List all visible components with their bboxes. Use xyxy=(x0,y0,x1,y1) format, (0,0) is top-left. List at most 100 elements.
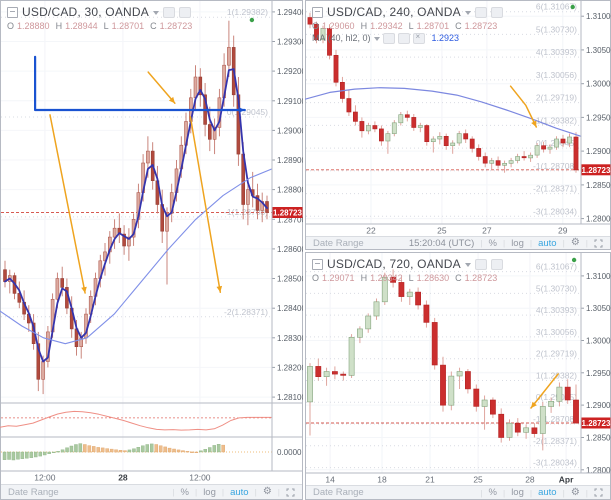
svg-text:-1(1.28708): -1(1.28708) xyxy=(533,414,577,424)
svg-text:1.29400: 1.29400 xyxy=(277,8,303,17)
chart-header-30m: USD/CAD, 30, OANDA O 1.28880 H 1.28944 L… xyxy=(7,4,195,32)
settings-icon[interactable] xyxy=(397,32,410,44)
svg-text:4(1.30393): 4(1.30393) xyxy=(536,47,577,57)
log-scale-button[interactable]: log xyxy=(203,486,216,498)
symbol-title[interactable]: USD/CAD, 240, OANDA xyxy=(327,5,461,19)
chart-canvas-720m[interactable]: 1.31000 1.30500 1.30000 1.29500 1.29000 1.285… xyxy=(305,252,611,500)
dropdown-caret-icon[interactable] xyxy=(464,11,471,15)
svg-text:-2(1.28371): -2(1.28371) xyxy=(533,184,577,194)
high-label: H xyxy=(360,273,368,283)
low-label: L xyxy=(408,21,414,31)
collapse-icon[interactable] xyxy=(312,258,323,270)
svg-text:1.28723: 1.28723 xyxy=(582,419,611,428)
svg-text:-2(1.28371): -2(1.28371) xyxy=(224,307,268,317)
eye-icon[interactable] xyxy=(474,6,487,18)
svg-text:18: 18 xyxy=(377,475,387,485)
svg-text:25: 25 xyxy=(437,226,447,236)
chart-canvas-240m[interactable]: 1.31000 1.30500 1.30000 1.29500 1.29000 1.285… xyxy=(305,0,611,250)
dropdown-caret-icon[interactable] xyxy=(152,11,159,15)
toolbar-separator: | xyxy=(585,487,588,498)
eye-icon[interactable] xyxy=(382,32,395,44)
svg-text:0(1.29045): 0(1.29045) xyxy=(227,107,268,117)
chart-toolbar-720m: Date Range | % | log | auto | ⚙ | xyxy=(306,485,610,499)
percent-scale-button[interactable]: % xyxy=(488,237,497,249)
fullscreen-icon[interactable] xyxy=(286,488,295,497)
eye-icon[interactable] xyxy=(162,6,175,18)
dropdown-caret-icon[interactable] xyxy=(373,37,380,41)
svg-text:2(1.29719): 2(1.29719) xyxy=(536,349,577,359)
open-value: 1.29071 xyxy=(322,273,355,283)
date-range-button[interactable]: Date Range xyxy=(313,487,364,498)
close-label: C xyxy=(150,21,157,31)
svg-text:1.28723: 1.28723 xyxy=(582,166,611,175)
high-value: 1.29342 xyxy=(370,273,403,283)
gear-icon[interactable]: ⚙ xyxy=(262,486,272,497)
date-range-button[interactable]: Date Range xyxy=(313,237,364,249)
svg-text:1.29500: 1.29500 xyxy=(586,369,611,378)
gear-icon[interactable]: ⚙ xyxy=(570,486,580,498)
toolbar-separator: | xyxy=(585,238,588,248)
settings-icon[interactable] xyxy=(178,6,191,18)
chart-header-720m: USD/CAD, 720, OANDA O 1.29071 H 1.29342 … xyxy=(312,256,503,284)
svg-text:1.28300: 1.28300 xyxy=(277,334,303,343)
svg-text:1.29000: 1.29000 xyxy=(586,147,611,156)
gear-icon[interactable]: ⚙ xyxy=(570,237,580,248)
collapse-icon[interactable] xyxy=(312,6,323,18)
close-value: 1.28723 xyxy=(464,273,498,283)
auto-scale-button[interactable]: auto xyxy=(538,487,557,498)
log-scale-button[interactable]: log xyxy=(511,487,524,498)
svg-text:3(1.30056): 3(1.30056) xyxy=(536,70,577,80)
close-icon[interactable] xyxy=(412,32,425,44)
svg-text:5(1.30730): 5(1.30730) xyxy=(536,24,577,34)
toolbar-separator: | xyxy=(562,487,565,498)
toolbar-separator: | xyxy=(562,238,565,248)
indicator-row: MA (40, hl2, 0) 1.2923 xyxy=(312,32,503,44)
svg-text:1.28600: 1.28600 xyxy=(277,245,303,254)
settings-icon[interactable] xyxy=(490,6,503,18)
auto-scale-button[interactable]: auto xyxy=(230,486,249,498)
collapse-icon[interactable] xyxy=(7,6,18,18)
eye-icon[interactable] xyxy=(474,258,487,270)
chart-panel-720m: 1.31000 1.30500 1.30000 1.29500 1.29000 1.285… xyxy=(305,252,611,500)
svg-text:25: 25 xyxy=(473,475,483,485)
auto-scale-button[interactable]: auto xyxy=(538,237,557,249)
date-range-button[interactable]: Date Range xyxy=(8,486,59,498)
svg-text:1.28500: 1.28500 xyxy=(586,433,611,442)
svg-text:-3(1.28034): -3(1.28034) xyxy=(533,458,577,468)
svg-text:1.28900: 1.28900 xyxy=(277,156,303,165)
toolbar-separator: | xyxy=(529,487,533,498)
low-value: 1.28630 xyxy=(416,273,450,283)
svg-text:29: 29 xyxy=(558,226,568,236)
svg-text:1.29100: 1.29100 xyxy=(277,97,303,106)
high-label: H xyxy=(55,21,63,31)
symbol-title[interactable]: USD/CAD, 720, OANDA xyxy=(327,257,461,271)
svg-text:1.28700: 1.28700 xyxy=(277,215,303,224)
svg-text:1.30000: 1.30000 xyxy=(586,80,611,89)
svg-text:1.28723: 1.28723 xyxy=(273,208,302,217)
low-value: 1.28701 xyxy=(111,21,145,31)
svg-text:1.28400: 1.28400 xyxy=(277,304,303,313)
chart-canvas-30m[interactable]: 1.29400 1.29300 1.29200 1.29100 1.29000 1.289… xyxy=(0,0,303,500)
fullscreen-icon[interactable] xyxy=(594,239,603,248)
svg-text:1.30000: 1.30000 xyxy=(586,337,611,346)
chart-toolbar-30m: Date Range | % | log | auto | ⚙ | xyxy=(1,484,302,499)
indicator-label[interactable]: MA (40, hl2, 0) xyxy=(312,33,371,43)
close-label: C xyxy=(455,21,462,31)
dropdown-caret-icon[interactable] xyxy=(464,263,471,267)
chart-panel-30m: 1.29400 1.29300 1.29200 1.29100 1.29000 1.289… xyxy=(0,0,303,500)
toolbar-separator: | xyxy=(502,487,506,498)
svg-text:6(1.31067): 6(1.31067) xyxy=(536,2,577,12)
fullscreen-icon[interactable] xyxy=(594,488,603,497)
percent-scale-button[interactable]: % xyxy=(180,486,189,498)
toolbar-separator: | xyxy=(529,238,533,248)
settings-icon[interactable] xyxy=(490,258,503,270)
toolbar-separator: | xyxy=(194,487,198,497)
log-scale-button[interactable]: log xyxy=(511,237,524,249)
toolbar-separator: | xyxy=(480,487,483,498)
svg-text:3(1.30056): 3(1.30056) xyxy=(536,327,577,337)
symbol-title[interactable]: USD/CAD, 30, OANDA xyxy=(22,5,149,19)
percent-scale-button[interactable]: % xyxy=(488,487,497,498)
chart-header-240m: USD/CAD, 240, OANDA O 1.29060 H 1.29342 … xyxy=(312,4,503,44)
svg-text:1.31000: 1.31000 xyxy=(586,272,611,281)
